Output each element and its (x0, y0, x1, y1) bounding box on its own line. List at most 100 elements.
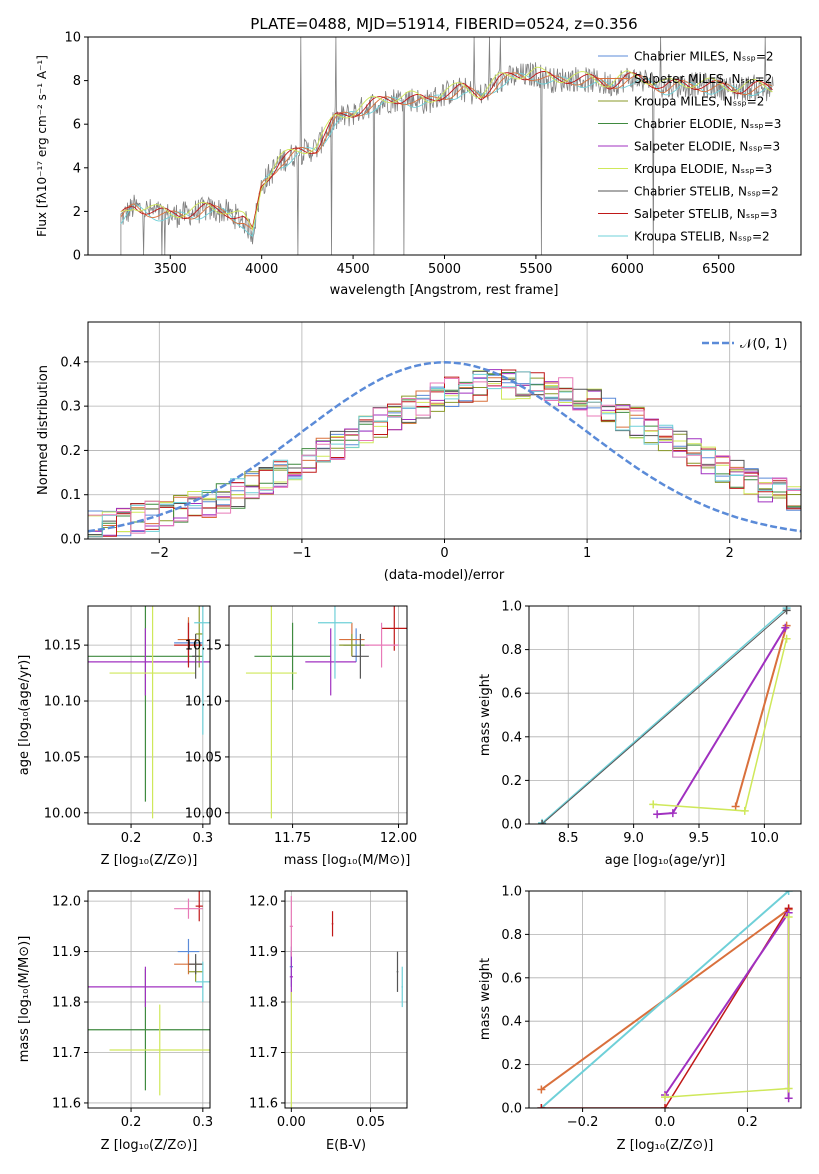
residuals-ytick-label: 0.2 (60, 444, 81, 459)
mass-vs-ebv-xlabel: E(B-V) (326, 1138, 366, 1153)
weight_vs_z-ytick-label: 0.4 (501, 1015, 522, 1030)
age_vs_z-ytick-label: 10.00 (44, 806, 81, 821)
age-vs-mass-xlabel: mass [log₁₀(M/M⊙)] (284, 853, 411, 868)
residuals-ytick-label: 0.1 (60, 488, 81, 503)
weight_vs_z-weight-marker (537, 1085, 546, 1094)
weight_vs_z-ytick-label: 0.8 (501, 928, 522, 943)
spectrum-xtick-label: 6500 (702, 262, 735, 277)
residuals-xtick-label: −1 (292, 546, 311, 561)
age_vs_mass-ytick-label: 10.00 (185, 806, 222, 821)
residuals-xlabel: (data-model)/error (384, 568, 505, 583)
mass_vs_z-xtick-label: 0.2 (121, 1115, 142, 1130)
residual-histogram-kroupa-miles (88, 373, 801, 537)
age_vs_mass-ytick-label: 10.05 (185, 750, 222, 765)
weight_vs_age-ytick-label: 0.8 (501, 643, 522, 658)
observed-spectrum-line (120, 37, 774, 255)
model-spectrum-kroupa-stelib (120, 72, 773, 237)
weight_vs_z-weight-marker (661, 1093, 669, 1102)
legend-entry: Salpeter MILES, Nₛₛₚ=2 (634, 72, 772, 86)
weight_vs_age-weight-marker (538, 820, 547, 824)
age_vs_z-xtick-label: 0.3 (192, 831, 213, 846)
weight_vs_age-weight-marker (781, 623, 790, 632)
weight_vs_age-ytick-label: 0.6 (501, 687, 522, 702)
mass_vs_z-ytick-label: 11.7 (52, 1046, 81, 1061)
weight-vs-age-xlabel: age [log₁₀(age/yr)] (605, 853, 726, 868)
spectrum-xtick-label: 6000 (611, 262, 644, 277)
weight_vs_age-weight-marker (782, 606, 791, 615)
weight_vs_z-weight-marker (784, 891, 793, 895)
spectrum-xtick-label: 3500 (154, 262, 187, 277)
residuals-xtick-label: 1 (583, 546, 591, 561)
weight-vs-z-ylabel: mass weight (478, 958, 493, 1040)
weight-vs-z-xlabel: Z [log₁₀(Z/Z⊙)] (617, 1138, 714, 1153)
weight_vs_z-xtick-label: 0.2 (737, 1115, 758, 1130)
spectrum-xtick-label: 5000 (428, 262, 461, 277)
age_vs_mass-ytick-label: 10.10 (185, 695, 222, 710)
weight_vs_age-weight-marker (653, 810, 662, 819)
mass_vs_ebv-xtick-label: 0.05 (356, 1115, 385, 1130)
spectrum-ylabel: Flux [fλ10⁻¹⁷ erg cm⁻² s⁻¹ A⁻¹] (35, 55, 49, 237)
legend-entry: Salpeter STELIB, Nₛₛₚ=3 (634, 207, 778, 221)
residuals-ytick-label: 0.3 (60, 400, 81, 415)
residuals-xtick-label: −2 (150, 546, 169, 561)
spectrum-ytick-label: 0 (73, 249, 81, 264)
legend-entry: Kroupa STELIB, Nₛₛₚ=2 (634, 230, 770, 244)
weight_vs_z-weight-line (540, 891, 790, 1108)
model-spectrum-salpeter-stelib (120, 70, 773, 229)
legend-entry: Chabrier ELODIE, Nₛₛₚ=3 (634, 117, 781, 131)
weight_vs_age-weight-marker (740, 806, 749, 815)
normal-legend-label: 𝒩(0, 1) (740, 337, 787, 352)
mass-vs-ebv-axes-frame (284, 890, 408, 1109)
spectrum-ytick-label: 2 (73, 205, 81, 220)
weight_vs_age-ytick-label: 0.2 (501, 774, 522, 789)
weight_vs_z-weight-marker (661, 1104, 669, 1108)
residual-histogram-salpeter-stelib (88, 369, 801, 538)
mass_vs_z-ytick-label: 11.9 (52, 945, 81, 960)
spectrum-xlabel: wavelength [Angstrom, rest frame] (330, 283, 559, 298)
weight_vs_age-ytick-label: 0.4 (501, 730, 522, 745)
mass_vs_ebv-ytick-label: 11.6 (249, 1096, 278, 1111)
weight_vs_z-xtick-label: −0.2 (567, 1115, 599, 1130)
age_vs_z-ytick-label: 10.05 (44, 750, 81, 765)
weight_vs_z-ytick-label: 0.6 (501, 971, 522, 986)
weight-vs-age-axes-frame (528, 605, 802, 825)
residuals-xtick-label: 0 (440, 546, 448, 561)
spectrum-xtick-label: 5500 (519, 262, 552, 277)
residual-histogram-pink (88, 377, 801, 534)
mass-vs-z-ylabel: mass [log₁₀(M/M⊙)] (17, 936, 32, 1063)
weight_vs_z-weight-marker (784, 1094, 793, 1103)
residuals-ytick-label: 0.0 (60, 533, 81, 548)
mass-vs-z-xlabel: Z [log₁₀(Z/Z⊙)] (101, 1138, 198, 1153)
spectrum-ytick-label: 10 (64, 31, 81, 46)
age_vs_z-xtick-label: 0.2 (121, 831, 142, 846)
age_vs_z-ytick-label: 10.10 (44, 695, 81, 710)
weight_vs_age-weight-marker (731, 802, 740, 811)
residuals-legend: 𝒩(0, 1) (702, 337, 787, 352)
mass_vs_z-ytick-label: 12.0 (52, 895, 81, 910)
weight_vs_age-ytick-label: 1.0 (501, 600, 522, 615)
mass_vs_ebv-ytick-label: 12.0 (249, 895, 278, 910)
spectrum-xtick-label: 4500 (337, 262, 370, 277)
spectrum-ytick-label: 8 (73, 74, 81, 89)
mass_vs_z-xtick-label: 0.3 (192, 1115, 213, 1130)
weight_vs_age-xtick-label: 10.0 (750, 831, 779, 846)
weight_vs_age-weight-marker (782, 634, 791, 643)
legend-entry: Chabrier STELIB, Nₛₛₚ=2 (634, 185, 779, 199)
weight_vs_z-ytick-label: 0.0 (501, 1102, 522, 1117)
legend-entry: Kroupa ELODIE, Nₛₛₚ=3 (634, 162, 772, 176)
weight_vs_age-xtick-label: 9.0 (623, 831, 644, 846)
residuals-xtick-label: 2 (726, 546, 734, 561)
age_vs_mass-ytick-label: 10.15 (185, 639, 222, 654)
weight_vs_z-weight-marker (784, 1084, 793, 1093)
age-vs-z-ylabel: age [log₁₀(age/yr)] (17, 655, 32, 776)
age_vs_mass-xtick-label: 12.00 (380, 831, 417, 846)
legend-entry: Chabrier MILES, Nₛₛₚ=2 (634, 50, 774, 64)
spectrum-ytick-label: 6 (73, 118, 81, 133)
weight_vs_age-weight-line (734, 625, 788, 807)
spectrum-xtick-label: 4000 (245, 262, 278, 277)
weight_vs_z-weight-marker (784, 913, 793, 922)
weight_vs_age-weight-line (653, 638, 788, 812)
weight-vs-age-ylabel: mass weight (478, 674, 493, 756)
